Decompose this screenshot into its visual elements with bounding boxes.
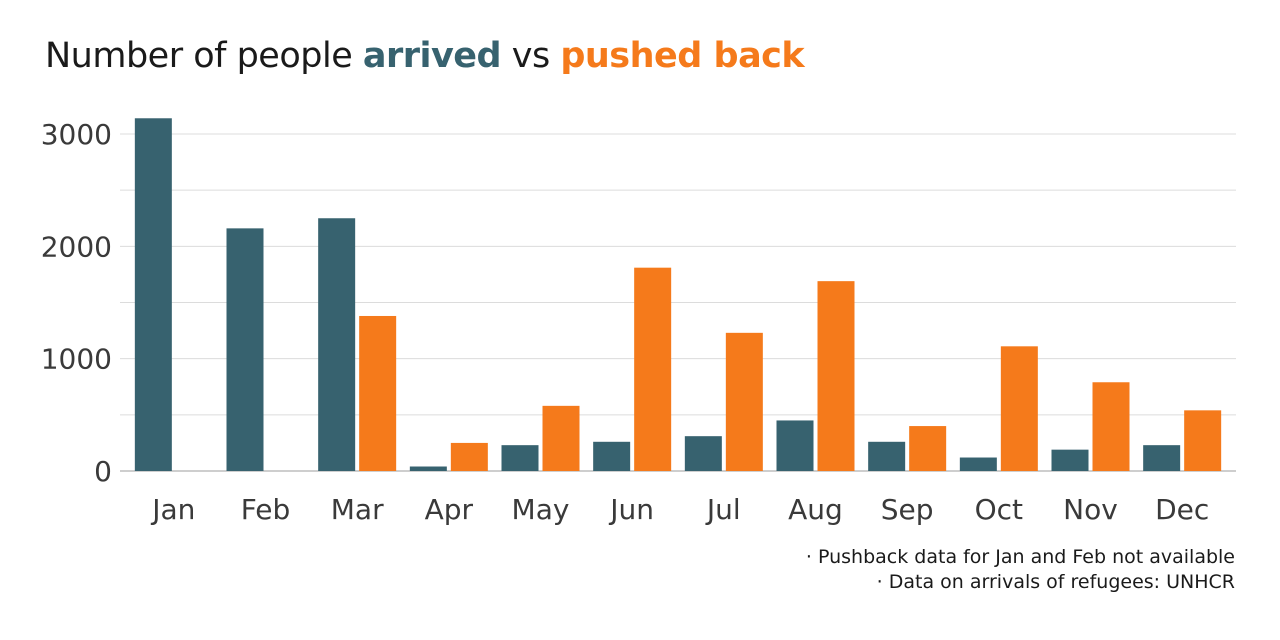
bar-pushed-back [1184,410,1222,471]
x-tick-label: Apr [425,493,474,526]
bar-pushed-back [359,315,397,471]
title-prefix: Number of people [45,36,363,76]
chart-title: Number of people arrived vs pushed back [45,36,805,76]
bar-pushed-back [634,267,672,471]
bar-arrived [226,228,264,471]
x-tick-label: Feb [241,493,291,526]
bar-pushed-back [450,442,488,471]
bar-pushed-back [817,281,855,471]
bar-arrived [409,466,447,471]
bar-arrived [501,445,539,471]
title-pushed-back: pushed back [560,36,805,76]
y-tick-label: 3000 [41,118,112,151]
bars [134,118,1222,472]
x-tick-label: May [512,493,570,526]
bar-arrived [776,420,814,471]
footnote-source: · Data on arrivals of refugees: UNHCR [876,571,1235,593]
gridlines [120,133,1236,472]
title-middle: vs [501,36,561,76]
bar-pushed-back [909,426,947,471]
bar-arrived [593,441,631,471]
bar-arrived [1051,449,1089,471]
bar-arrived [1143,445,1181,471]
title-arrived: arrived [362,36,502,76]
x-tick-label: Sep [881,493,934,526]
x-tick-label: Nov [1063,493,1118,526]
y-tick-label: 2000 [41,230,112,263]
bar-arrived [318,218,356,471]
x-tick-label: Jun [608,493,654,526]
bar-pushed-back [542,405,580,471]
bar-arrived [134,118,172,472]
x-axis: Jan Feb Mar Apr May Jun Jul Aug Sep Oct Nov Dec [150,493,1209,526]
bar-arrived [868,441,906,471]
footnote-pushback: · Pushback data for Jan and Feb not avai… [805,546,1235,568]
bar-pushed-back [1092,382,1130,471]
y-tick-label: 1000 [41,343,112,376]
bar-pushed-back [725,332,763,471]
bar-pushed-back [1000,346,1038,471]
y-tick-label: 0 [94,455,112,488]
bar-arrived [959,457,997,471]
bar-arrived [684,436,722,471]
x-tick-label: Dec [1155,493,1209,526]
x-tick-label: Jan [150,493,195,526]
x-tick-label: Mar [331,493,384,526]
x-tick-label: Jul [705,493,741,526]
x-tick-label: Oct [975,493,1023,526]
x-tick-label: Aug [788,493,843,526]
y-axis: 0 1000 2000 3000 [41,118,112,488]
footnotes: · Pushback data for Jan and Feb not avai… [806,545,1235,595]
